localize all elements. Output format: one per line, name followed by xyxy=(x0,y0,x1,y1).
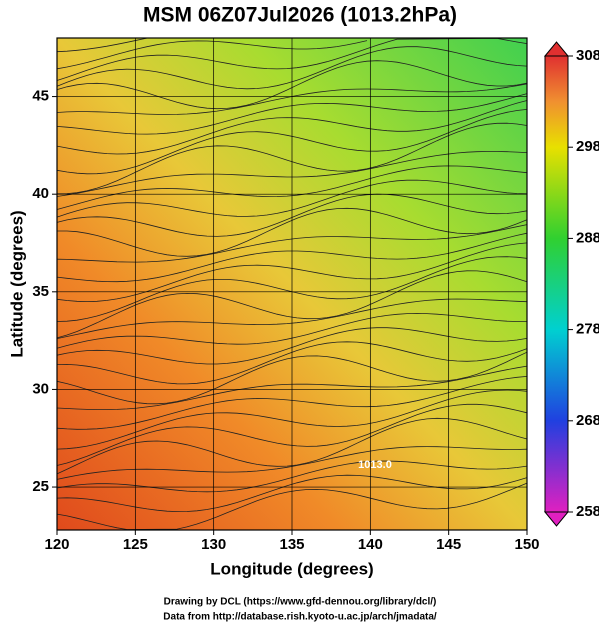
colorbar-tick-label: 258 xyxy=(576,503,599,520)
y-tick-label: 25 xyxy=(32,478,49,495)
colorbar-under xyxy=(543,511,570,527)
x-tick-label: 135 xyxy=(279,536,304,553)
x-tick-label: 140 xyxy=(358,536,383,553)
y-tick-label: 45 xyxy=(32,88,49,105)
x-tick-label: 125 xyxy=(123,536,148,553)
footer-line: Drawing by DCL (https://www.gfd-dennou.o… xyxy=(164,597,437,608)
x-tick-label: 145 xyxy=(436,536,461,553)
y-tick-label: 40 xyxy=(32,185,49,202)
colorbar-tick-label: 298 xyxy=(576,138,599,155)
y-tick-label: 30 xyxy=(32,380,49,397)
x-axis-label: Longitude (degrees) xyxy=(210,559,373,578)
streamline xyxy=(56,37,148,53)
colorbar-tick-label: 288 xyxy=(576,229,599,246)
streamline xyxy=(56,37,528,81)
contour-label: 1013.0 xyxy=(358,459,392,471)
colorbar-tick-label: 308 xyxy=(576,47,599,64)
streamline xyxy=(56,40,368,70)
map-title: MSM 06Z07Jul2026 (1013.2hPa) xyxy=(143,4,457,27)
y-axis-label: Latitude (degrees) xyxy=(7,210,26,357)
x-tick-label: 150 xyxy=(514,536,539,553)
x-tick-label: 120 xyxy=(44,536,69,553)
colorbar xyxy=(544,55,569,513)
x-tick-label: 130 xyxy=(201,536,226,553)
colorbar-over xyxy=(543,41,570,57)
colorbar-tick-label: 278 xyxy=(576,321,599,338)
colorbar-tick-label: 268 xyxy=(576,412,599,429)
footer-line: Data from http://database.rish.kyoto-u.a… xyxy=(163,612,437,623)
y-tick-label: 35 xyxy=(32,283,49,300)
